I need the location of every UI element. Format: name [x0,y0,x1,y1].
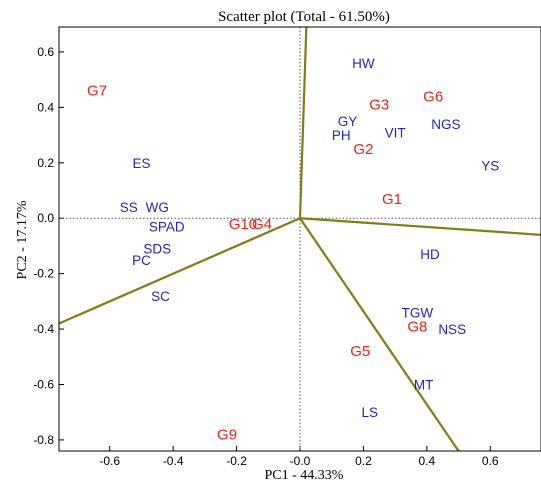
genotype-point: G9 [217,426,237,443]
y-tick-label: 0.0 [37,211,54,225]
variable-point: YS [481,159,499,174]
chart-title: Scatter plot (Total - 61.50%) [218,9,390,25]
plot-frame [58,26,541,452]
y-tick-label: 0.2 [37,156,54,170]
genotype-point: G2 [353,141,373,158]
y-tick-label: 0.6 [37,45,54,59]
genotype-labels: G1 G2 G3 G4 G5 G6 G7 G8 G9 G10 [87,83,443,444]
x-tick-label: -0.0 [290,454,311,468]
sector-ray [298,26,308,219]
genotype-point: G7 [87,83,107,100]
x-axis-label: PC1 - 44.33% [265,468,344,483]
x-tick-label: 0.2 [355,454,372,468]
genotype-point: G1 [382,191,402,208]
variable-point: HD [420,247,440,262]
axis-ticks: -0.6 -0.4 -0.2 -0.0 0.2 0.4 0.6 0.6 0.4 0.2 0.0 -0.… [33,45,499,468]
y-tick-label: -0.8 [33,433,54,447]
variable-point: HW [352,56,375,71]
variable-point: ES [132,156,150,171]
genotype-point: G5 [350,343,370,360]
variable-point: NSS [438,322,466,337]
y-axis-label: PC2 - 17.17% [15,200,30,279]
genotype-point: G6 [423,88,443,105]
x-tick-label: -0.4 [163,454,184,468]
variable-point: VIT [385,125,406,140]
variable-point: SC [151,289,170,304]
variable-point: WG [146,200,169,215]
variable-point: PH [332,128,351,143]
sector-ray [58,217,301,325]
genotype-point: G10 [229,216,257,233]
genotype-point: G3 [369,97,389,114]
sector-ray [299,217,460,452]
sector-ray [299,217,541,236]
x-tick-label: 0.4 [418,454,435,468]
genotype-point: G4 [252,216,272,233]
variable-point: GY [338,114,358,129]
y-tick-label: -0.6 [33,377,54,391]
x-tick-label: -0.6 [99,454,120,468]
variable-point: SS [120,200,138,215]
variable-point: SPAD [149,220,185,235]
variable-point: PC [132,253,151,268]
variable-point: MT [414,377,434,392]
y-tick-label: 0.4 [37,100,54,114]
x-tick-label: -0.2 [226,454,247,468]
reference-lines [59,27,541,451]
variable-point: SDS [143,242,171,257]
variable-point: TGW [402,305,434,320]
y-tick-label: -0.2 [33,267,54,281]
variable-point: NGS [431,117,460,132]
variable-point: LS [362,405,379,420]
y-tick-label: -0.4 [33,322,54,336]
genotype-point: G8 [407,318,427,335]
polygon-rays [58,26,541,452]
x-tick-label: 0.6 [482,454,499,468]
